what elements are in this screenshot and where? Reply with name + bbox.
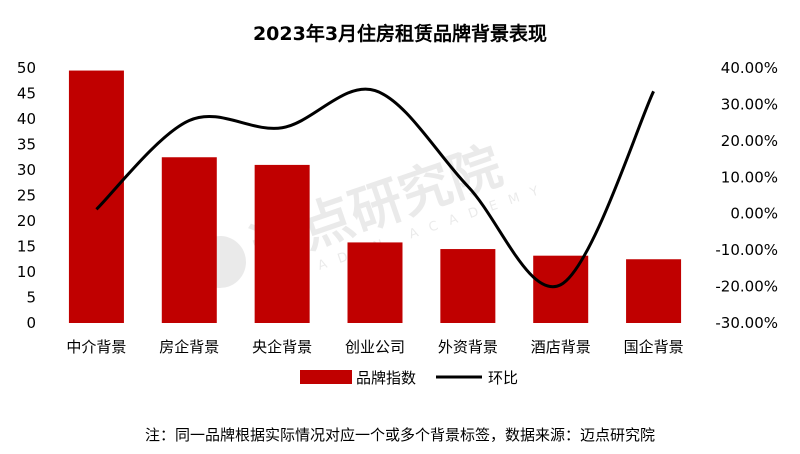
left-tick-label: 20 [17,212,36,230]
category-label: 外资背景 [438,338,498,356]
left-tick-label: 30 [17,161,36,179]
legend: 品牌指数 环比 [300,369,518,387]
bar [347,242,403,323]
left-tick-label: 15 [17,238,36,256]
x-axis: 中介背景 房企背景 央企背景 创业公司 外资背景 酒店背景 国企背景 [66,338,683,356]
category-label: 创业公司 [345,338,405,356]
chart-title: 2023年3月住房租赁品牌背景表现 [253,22,547,45]
left-axis: 0 5 10 15 20 25 30 35 40 45 50 [17,59,36,332]
legend-line-label: 环比 [488,369,518,387]
left-tick-label: 40 [17,110,36,128]
right-tick-label: 20.00% [721,132,778,150]
right-tick-label: -20.00% [715,278,778,296]
bar-series [68,70,682,323]
right-tick-label: 30.00% [721,95,778,113]
bar [254,164,310,323]
right-tick-label: 40.00% [721,59,778,77]
right-tick-label: 10.00% [721,168,778,186]
left-tick-label: 45 [17,85,36,103]
category-label: 国企背景 [624,338,684,356]
legend-bar-swatch [300,370,352,384]
bar [533,255,589,323]
left-tick-label: 50 [17,59,36,77]
legend-bar-label: 品牌指数 [356,369,416,387]
bar [440,249,496,323]
left-tick-label: 35 [17,136,36,154]
right-tick-label: -10.00% [715,241,778,259]
line-series [95,87,655,289]
bar [626,259,682,323]
category-label: 房企背景 [159,338,219,356]
bar [68,70,124,323]
right-tick-label: -30.00% [715,314,778,332]
right-tick-label: 0.00% [730,205,778,223]
category-label: 央企背景 [252,338,312,356]
left-tick-label: 0 [26,314,36,332]
category-label: 酒店背景 [531,338,591,356]
left-tick-label: 5 [26,289,36,307]
category-label: 中介背景 [66,338,126,356]
source-note: 注：同一品牌根据实际情况对应一个或多个背景标签，数据来源：迈点研究院 [145,426,655,444]
line-path [95,87,655,289]
right-axis: -30.00% -20.00% -10.00% 0.00% 10.00% 20.00% 30… [715,59,778,332]
bar [161,157,217,323]
left-tick-label: 10 [17,263,36,281]
left-tick-label: 25 [17,187,36,205]
